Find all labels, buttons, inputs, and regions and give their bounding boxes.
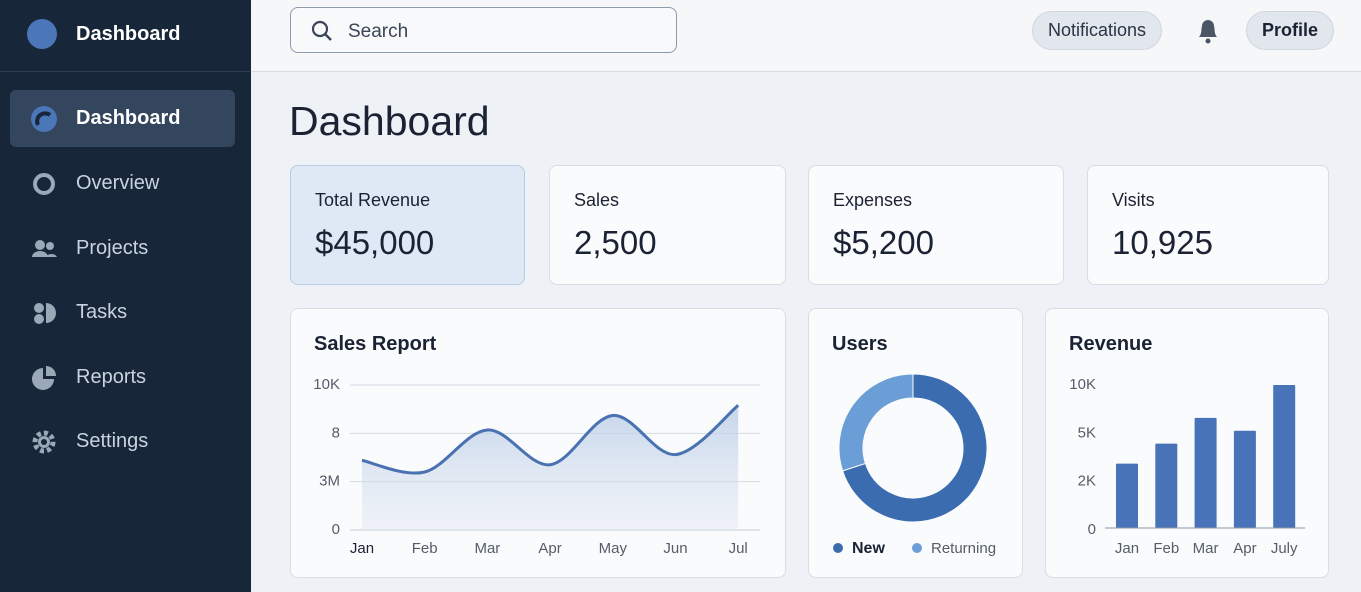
notifications-button[interactable]: Notifications — [1032, 11, 1162, 50]
nav-item[interactable]: Settings — [10, 413, 235, 470]
bell-icon[interactable] — [1195, 16, 1221, 46]
nav-item[interactable]: Dashboard — [10, 90, 235, 147]
brand: Dashboard — [76, 23, 181, 45]
brand-logo — [27, 19, 57, 49]
search-placeholder: Search — [348, 21, 409, 42]
sales-card: Sales Report — [290, 308, 786, 578]
sidebar: Dashboard Dashboard Overview Projects Ta… — [0, 0, 251, 592]
search[interactable]: Search — [290, 7, 677, 53]
nav-item[interactable]: Tasks — [10, 284, 235, 341]
stat-card: Sales 2,500 — [549, 165, 786, 285]
page-title: Dashboard — [289, 98, 490, 144]
nav-item[interactable]: Overview — [10, 155, 235, 212]
nav-item[interactable]: Reports — [10, 349, 235, 406]
stat-card: Expenses $5,200 — [808, 165, 1064, 285]
nav-item[interactable]: Projects — [10, 220, 235, 277]
revenue-card: Revenue — [1045, 308, 1329, 578]
stat-card: Visits 10,925 — [1087, 165, 1329, 285]
stat-card: Total Revenue $45,000 — [290, 165, 525, 285]
profile-button[interactable]: Profile — [1246, 11, 1334, 50]
users-card: Users — [808, 308, 1023, 578]
